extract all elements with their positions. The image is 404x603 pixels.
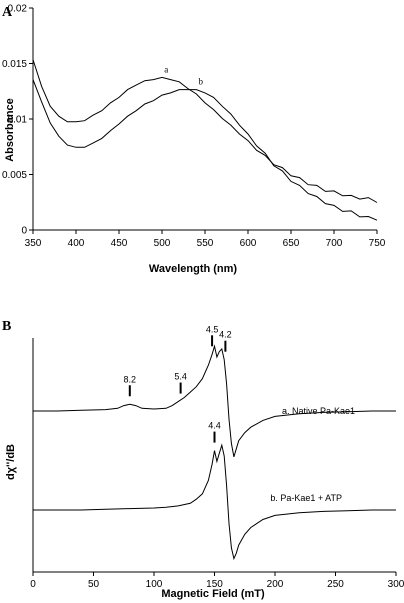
panel-b-x-tick-label: 100 [146,579,163,590]
panel-b-peak-label: 4.2 [219,330,232,340]
panel-a-xlabel: Wavelength (nm) [149,263,238,275]
panel-b-peak-label: 4.4 [208,421,221,431]
panel-b-x-tick-label: 250 [327,579,344,590]
panel-a-y-tick-label: 0.02 [8,4,28,15]
panel-b-x-tick-label: 50 [88,579,100,590]
panel-b-x-tick-label: 150 [206,579,223,590]
panel-a-x-tick-label: 450 [111,238,128,249]
panel-a-x-tick-label: 750 [369,238,386,249]
panel-b-series-a [33,344,396,458]
panel-a-x-tick-label: 600 [240,238,257,249]
panel-a-y-tick-label: 0.015 [2,59,27,70]
panel-a-x-tick-label: 550 [197,238,214,249]
panel-a-y-tick-label: 0.005 [2,170,27,181]
panel-b-series-label-b: b. Pa-Kae1 + ATP [270,493,342,503]
panel-a-series-a [32,59,378,203]
panel-a-annotation-a: a [164,64,168,74]
panel-a-x-tick-label: 500 [154,238,171,249]
panel-a-label: A [2,5,13,20]
panel-b-series-b [33,443,396,561]
panel-b-x-tick-label: 200 [267,579,284,590]
panel-b-peak-label: 8.2 [124,374,137,384]
panel-a-series-b [32,79,378,221]
panel-a-y-tick-label: 0 [21,226,27,237]
panel-a-annotation-b: b [198,77,203,87]
panel-a-x-tick-label: 350 [25,238,42,249]
panel-b-chart: 0 50 100 150 200 250 300 a. Native Pa-Kae1 b. Pa… [30,324,404,590]
panel-b-xlabel: Magnetic Field (mT) [161,588,265,600]
panel-b-ylabel: dχ''/dB [5,444,17,480]
panel-a-chart: 0 0.005 0.01 0.015 0.02 350 400 450 500 550 600 650… [2,4,386,250]
panel-b-series-label-a: a. Native Pa-Kae1 [282,406,355,416]
panel-b-peak-label: 5.4 [174,372,187,382]
panel-a-y-tick-label: 0.01 [8,115,28,126]
panel-b-x-tick-label: 300 [388,579,404,590]
panel-b-x-tick-label: 0 [30,579,36,590]
panel-a-x-tick-label: 650 [283,238,300,249]
panel-b-label: B [2,319,11,334]
panel-a-x-tick-label: 400 [68,238,85,249]
panel-b-peak-label: 4.5 [206,324,219,334]
panel-a-x-tick-label: 700 [326,238,343,249]
panel-a-ylabel: Absorbance [4,98,16,162]
